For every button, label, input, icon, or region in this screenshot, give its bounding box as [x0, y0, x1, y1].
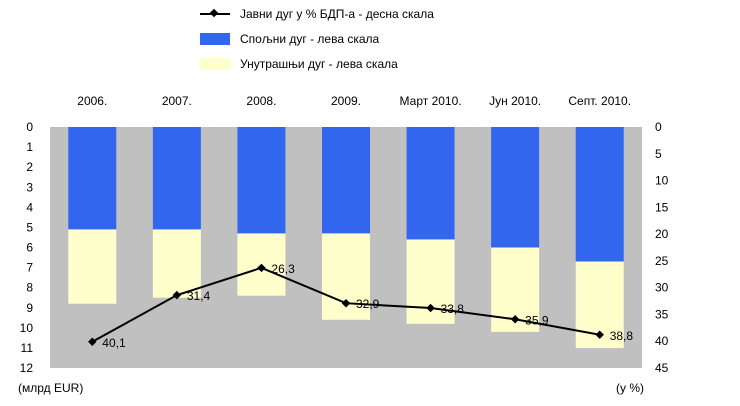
left-axis-tick-label: 9 — [26, 301, 33, 315]
legend-label: Унутрашњи дуг - лева скала — [240, 57, 398, 71]
left-axis-tick-label: 3 — [26, 180, 33, 194]
category-label: 2007. — [162, 94, 192, 108]
legend-line-marker-icon — [200, 8, 230, 20]
line-data-label: 35,9 — [525, 313, 549, 327]
line-point-marker — [341, 298, 351, 308]
line-data-label: 40,1 — [102, 336, 126, 350]
right-axis-tick-label: 30 — [655, 281, 669, 295]
category-label: 2009. — [331, 94, 361, 108]
right-axis-tick-label: 10 — [655, 174, 669, 188]
bar-external-debt — [491, 127, 540, 248]
bar-external-debt — [152, 127, 201, 230]
bar-external-debt — [68, 127, 117, 230]
right-axis-tick-label: 45 — [655, 361, 669, 375]
line-data-label: 32,9 — [356, 297, 380, 311]
category-label: Јун 2010. — [489, 94, 541, 108]
legend-item-public-debt-gdp: Јавни дуг у % БДП-а - десна скала — [200, 6, 434, 22]
bar-external-debt — [237, 127, 286, 234]
left-axis-tick-label: 7 — [26, 261, 33, 275]
left-axis-tick-label: 10 — [20, 321, 34, 335]
legend-item-internal-debt: Унутрашњи дуг - лева скала — [200, 56, 398, 72]
legend-label: Јавни дуг у % БДП-а - десна скала — [240, 7, 434, 21]
right-axis-tick-label: 0 — [655, 120, 662, 134]
category-label: 2006. — [77, 94, 107, 108]
left-axis-tick-label: 1 — [26, 140, 33, 154]
bar-external-debt — [406, 127, 455, 240]
left-axis-tick-label: 4 — [26, 200, 33, 214]
left-axis-tick-label: 0 — [26, 120, 33, 134]
line-data-label: 31,4 — [187, 289, 211, 303]
legend-swatch — [200, 58, 230, 70]
legend-label: Спољни дуг - лева скала — [240, 32, 380, 46]
left-axis-tick-label: 6 — [26, 241, 33, 255]
line-point-marker — [88, 337, 97, 347]
bar-external-debt — [322, 127, 370, 234]
left-axis-tick-label: 12 — [20, 361, 34, 375]
category-label: Септ. 2010. — [568, 94, 631, 108]
right-axis-label: (у %) — [616, 381, 644, 395]
legend-item-external-debt: Спољни дуг - лева скала — [200, 31, 379, 47]
bar-internal-debt — [152, 229, 201, 298]
line-point-marker — [595, 330, 604, 340]
line-point-marker — [510, 315, 520, 324]
legend-swatch — [200, 33, 230, 45]
left-axis-label: (млрд EUR) — [18, 381, 83, 395]
right-axis-tick-label: 5 — [655, 147, 662, 161]
line-data-label: 33,8 — [441, 302, 465, 316]
line-point-marker — [257, 263, 266, 273]
right-axis-tick-label: 35 — [655, 307, 669, 321]
bar-internal-debt — [68, 229, 117, 304]
right-axis-tick-label: 20 — [655, 227, 669, 241]
bar-external-debt — [575, 127, 624, 262]
right-axis-tick-label: 15 — [655, 200, 669, 214]
left-axis-tick-label: 2 — [26, 160, 33, 174]
line-point-marker — [172, 290, 182, 300]
right-axis-tick-label: 40 — [655, 334, 669, 348]
left-axis-tick-label: 8 — [26, 281, 33, 295]
right-axis-tick-label: 25 — [655, 254, 669, 268]
category-label: Март 2010. — [400, 94, 462, 108]
line-data-label: 38,8 — [610, 329, 634, 343]
category-label: 2008. — [246, 94, 276, 108]
line-point-marker — [426, 303, 435, 313]
left-axis-tick-label: 5 — [26, 220, 33, 234]
line-data-label: 26,3 — [271, 262, 295, 276]
left-axis-tick-label: 11 — [21, 341, 34, 355]
